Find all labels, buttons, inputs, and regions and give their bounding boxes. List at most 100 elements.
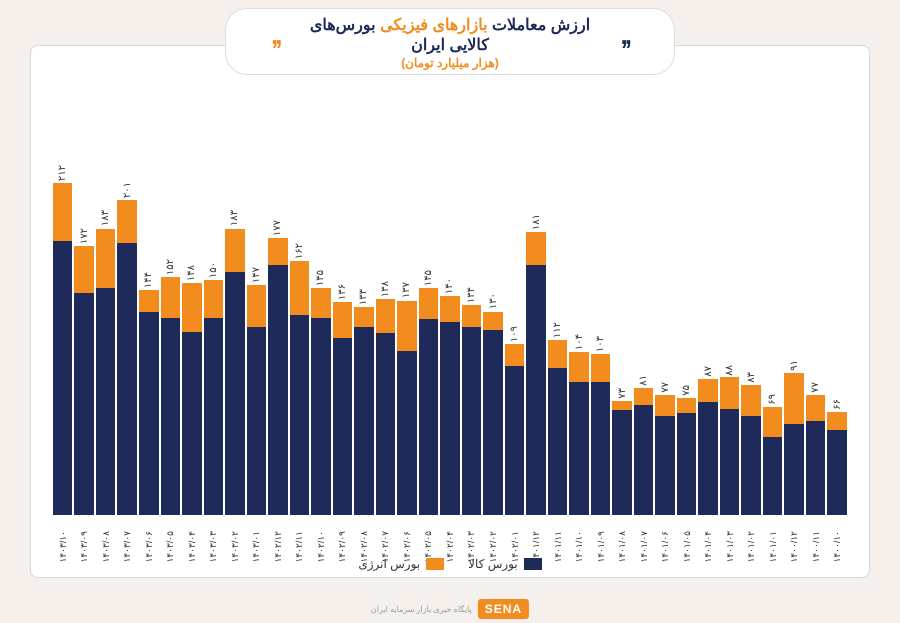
bar-seg-energy	[96, 229, 116, 288]
bar-stack	[397, 301, 417, 515]
bar-seg-commodity	[677, 413, 697, 515]
bar-seg-commodity	[117, 243, 137, 515]
bar-value-label: ۱۴۵	[315, 270, 326, 286]
bar-stack	[505, 344, 525, 515]
bar-seg-energy	[419, 288, 439, 319]
bar-seg-energy	[655, 395, 675, 417]
bar-seg-commodity	[462, 327, 482, 515]
bar-col: ۱۸۳۱۴۰۳/۰۲	[225, 64, 245, 515]
bar-value-label: ۶۶	[832, 399, 843, 410]
bar-seg-commodity	[354, 327, 374, 515]
bar-col: ۷۷۱۴۰۱/۰۶	[655, 64, 675, 515]
bar-stack	[161, 277, 181, 515]
bar-seg-energy	[634, 388, 654, 405]
bar-seg-energy	[483, 312, 503, 331]
bar-seg-energy	[591, 354, 611, 382]
bar-seg-energy	[333, 302, 353, 338]
bar-seg-energy	[397, 301, 417, 351]
bar-seg-commodity	[634, 405, 654, 515]
bar-seg-energy	[505, 344, 525, 366]
bar-seg-energy	[440, 296, 460, 323]
bar-seg-commodity	[440, 322, 460, 515]
bar-value-label: ۱۳۸	[380, 281, 391, 297]
bar-col: ۷۷۱۴۰۰/۱۱	[806, 64, 826, 515]
bar-seg-energy	[268, 238, 288, 265]
bar-stack	[827, 412, 847, 515]
bar-seg-commodity	[526, 265, 546, 515]
footer-logo: SENA پایگاه خبری بازار سرمایه ایران	[371, 599, 529, 619]
bar-seg-energy	[698, 379, 718, 402]
bar-value-label: ۱۰۴	[574, 334, 585, 350]
bar-col: ۱۰۴۱۴۰۱/۱۰	[569, 64, 589, 515]
bar-seg-commodity	[763, 437, 783, 515]
bar-col: ۸۳۱۴۰۱/۰۲	[741, 64, 761, 515]
bar-col: ۱۴۴۱۴۰۳/۰۶	[139, 64, 159, 515]
bar-value-label: ۶۹	[767, 394, 778, 405]
bar-seg-commodity	[311, 318, 331, 515]
bar-seg-commodity	[505, 366, 525, 515]
bar-col: ۱۸۱۱۴۰۱/۱۲	[526, 64, 546, 515]
bar-stack	[182, 283, 202, 515]
bar-seg-energy	[225, 229, 245, 273]
bar-stack	[655, 395, 675, 516]
bar-stack	[333, 302, 353, 515]
bar-seg-commodity	[74, 293, 94, 515]
bar-seg-commodity	[827, 430, 847, 515]
bar-seg-commodity	[247, 327, 267, 515]
bar-stack	[763, 407, 783, 515]
bar-seg-energy	[311, 288, 331, 318]
bar-seg-energy	[569, 352, 589, 382]
bar-stack	[784, 373, 804, 515]
bar-value-label: ۱۱۲	[552, 322, 563, 338]
bar-value-label: ۱۰۹	[509, 326, 520, 342]
bar-col: ۱۱۲۱۴۰۱/۱۱	[548, 64, 568, 515]
bar-stack	[268, 238, 288, 515]
bar-seg-energy	[741, 385, 761, 416]
bar-seg-energy	[161, 277, 181, 318]
bar-stack	[591, 354, 611, 515]
legend-item-s1: بورس کالا	[468, 557, 542, 571]
bar-seg-commodity	[397, 351, 417, 515]
bar-seg-commodity	[720, 409, 740, 515]
legend: بورس کالا بورس انرژی	[31, 557, 869, 571]
bar-stack	[483, 312, 503, 515]
bar-col: ۱۳۰۱۴۰۲/۰۲	[483, 64, 503, 515]
bar-value-label: ۲۱۲	[57, 165, 68, 181]
bar-stack	[311, 288, 331, 515]
bar-value-label: ۱۴۰	[444, 278, 455, 294]
bar-col: ۱۳۷۱۴۰۲/۰۶	[397, 64, 417, 515]
bar-col: ۱۳۳۱۴۰۲/۰۸	[354, 64, 374, 515]
bar-stack	[526, 232, 546, 515]
bar-col: ۱۵۰۱۴۰۳/۰۳	[204, 64, 224, 515]
bar-stack	[698, 379, 718, 515]
bar-seg-energy	[139, 290, 159, 312]
bar-stack	[462, 305, 482, 515]
bar-value-label: ۱۵۲	[165, 259, 176, 275]
bar-col: ۱۷۲۱۴۰۳/۰۹	[74, 64, 94, 515]
bar-col: ۷۳۱۴۰۱/۰۸	[612, 64, 632, 515]
bar-value-label: ۸۳	[746, 372, 757, 383]
swatch-s1	[524, 558, 542, 570]
bar-seg-commodity	[483, 330, 503, 515]
legend-item-s2: بورس انرژی	[358, 557, 444, 571]
title-pre: ارزش معاملات	[492, 17, 590, 34]
bar-col: ۱۰۳۱۴۰۱/۰۹	[591, 64, 611, 515]
bar-value-label: ۱۳۷	[401, 282, 412, 298]
bar-value-label: ۸۸	[724, 365, 735, 376]
bar-seg-commodity	[784, 424, 804, 515]
bar-seg-energy	[53, 183, 73, 241]
bar-stack	[247, 285, 267, 515]
bar-seg-commodity	[96, 288, 116, 515]
bar-seg-commodity	[655, 416, 675, 515]
bar-seg-energy	[182, 283, 202, 332]
bar-value-label: ۱۶۲	[294, 243, 305, 259]
title-pill: ,, ارزش معاملات بازارهای فیزیکی بورس‌های…	[225, 8, 675, 75]
bar-stack	[440, 296, 460, 515]
bar-value-label: ۱۸۱	[531, 214, 542, 230]
quote-open-icon: ,,	[621, 29, 629, 42]
bar-stack	[720, 377, 740, 515]
bar-seg-energy	[204, 280, 224, 318]
bar-col: ۱۶۲۱۴۰۲/۱۱	[290, 64, 310, 515]
bar-col: ۶۹۱۴۰۱/۰۱	[763, 64, 783, 515]
bar-seg-commodity	[161, 318, 181, 515]
